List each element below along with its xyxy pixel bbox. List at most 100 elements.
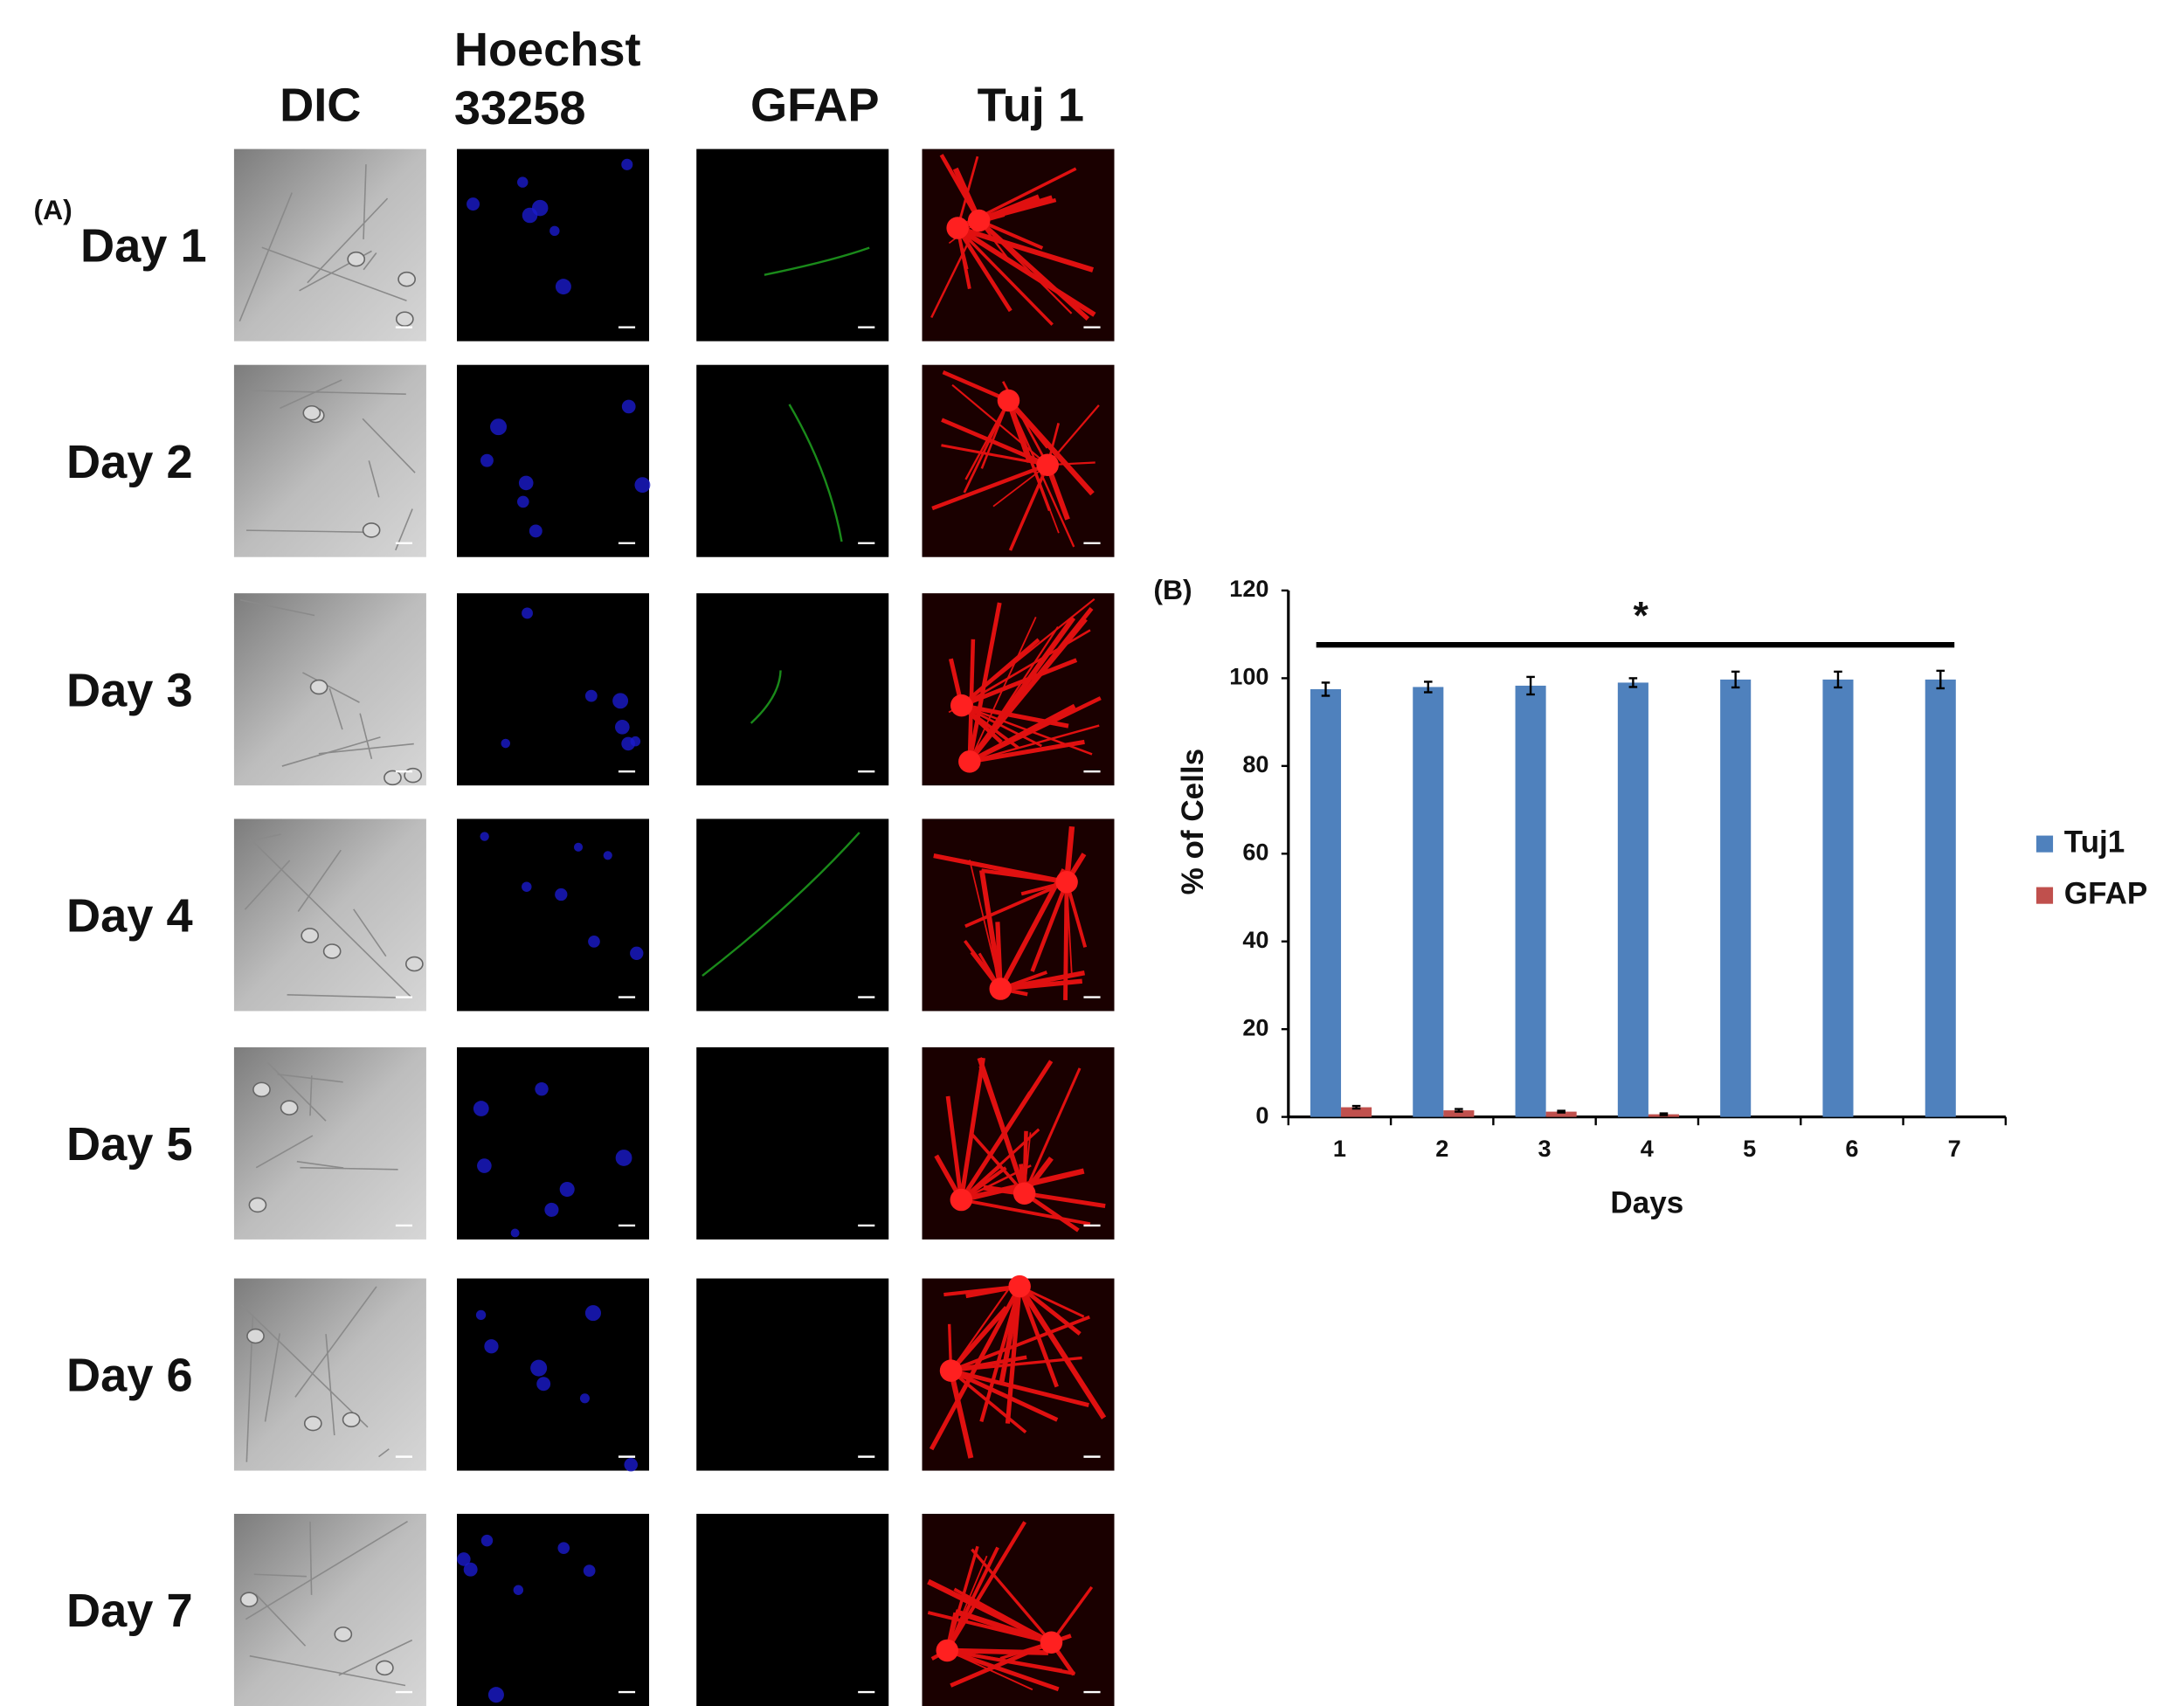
tuj-neurite (978, 218, 1044, 250)
micrograph (922, 818, 1115, 1012)
micrograph (922, 148, 1115, 342)
nucleus (584, 1305, 601, 1322)
tuj-neurite (978, 195, 1054, 224)
nucleus (549, 225, 560, 237)
neurite (328, 687, 343, 730)
neurite (362, 418, 416, 473)
image-bg (696, 593, 889, 786)
tuj-neurite (957, 225, 1094, 273)
soma (939, 1359, 963, 1382)
neurite (309, 1521, 313, 1595)
tuj-neurite (958, 1057, 985, 1200)
error-bar (1628, 677, 1638, 688)
tuj-neurite (956, 226, 1054, 326)
neurite (300, 1166, 398, 1171)
cell (239, 1592, 259, 1607)
soma (989, 977, 1013, 1000)
error-bar (1731, 670, 1740, 689)
nucleus (535, 1081, 549, 1096)
error-bar (1936, 669, 1946, 690)
nucleus (475, 1309, 487, 1321)
gfap-signal (764, 246, 870, 276)
micrograph (457, 1046, 650, 1240)
gfap-signal (702, 832, 860, 977)
neurite (245, 529, 364, 533)
micrograph (922, 1274, 1115, 1471)
tuj-neurite (961, 629, 1091, 707)
cell (301, 928, 320, 943)
tuj-neurite (956, 226, 1013, 313)
image-bg (696, 1278, 889, 1471)
tuj-neurite (961, 703, 1069, 729)
gfap-signal (750, 670, 782, 724)
neurite (318, 742, 414, 755)
neurite (294, 1286, 377, 1398)
tuj-neurite (927, 1578, 1053, 1646)
nucleus (634, 477, 651, 494)
neurite (363, 252, 377, 271)
neurite (378, 1448, 390, 1458)
error-bar (1557, 1109, 1565, 1114)
nucleus (457, 1552, 471, 1566)
neurite (249, 1654, 406, 1687)
nucleus (522, 607, 533, 619)
tuj-neurite (948, 1370, 974, 1459)
nucleus (517, 495, 529, 508)
image-bg (696, 818, 889, 1012)
legend-swatch (2035, 887, 2054, 904)
soma (950, 694, 973, 717)
micrograph (233, 1278, 426, 1471)
soma (1013, 1182, 1036, 1205)
micrograph (696, 818, 889, 1012)
column-header: 33258 (454, 82, 586, 135)
tuj-neurite (945, 1521, 1026, 1652)
tuj-neurite (1065, 881, 1088, 948)
nucleus (621, 399, 636, 414)
nucleus (517, 176, 529, 188)
tuj-neurite (931, 463, 1048, 511)
nucleus (480, 1534, 494, 1547)
tuj-neurite (968, 625, 1059, 763)
nucleus (621, 158, 633, 170)
nucleus (579, 1393, 590, 1404)
error-bar (1834, 670, 1842, 689)
row-label: Day 2 (66, 436, 193, 488)
cell (280, 1100, 299, 1115)
image-bg (457, 148, 650, 342)
nucleus (490, 418, 508, 436)
tuj-neurite (949, 1306, 1009, 1372)
nucleus (573, 842, 584, 852)
neurite (309, 1075, 313, 1116)
tuj-neurite (950, 1368, 1059, 1422)
row-label: Day 7 (66, 1585, 193, 1637)
cell (303, 1415, 322, 1432)
neurite (249, 838, 412, 998)
y-tick-label: 0 (1255, 1102, 1268, 1129)
tuj-neurite (1000, 978, 1083, 991)
tuj-neurite (956, 225, 1096, 317)
micrograph (457, 593, 650, 786)
tuj-neurite (960, 638, 1040, 708)
nucleus (612, 693, 629, 709)
cell (384, 770, 402, 786)
nucleus (615, 1150, 632, 1166)
soma (936, 1639, 959, 1662)
micrograph (457, 1278, 650, 1472)
image-bg (922, 364, 1115, 557)
bar (1341, 1107, 1372, 1117)
tuj-neurite (1047, 404, 1100, 466)
nucleus (530, 1359, 548, 1377)
nucleus (544, 1202, 559, 1218)
micrograph (696, 364, 889, 557)
column-header: GFAP (750, 79, 880, 132)
y-tick-label: 40 (1242, 926, 1268, 953)
error-bar (1526, 675, 1535, 696)
neurite (302, 672, 360, 703)
neurite (253, 1573, 307, 1578)
cell (347, 251, 366, 267)
image-bg (233, 1278, 426, 1471)
neurite (255, 1135, 314, 1169)
soma (967, 209, 991, 232)
x-tick-label: 3 (1538, 1135, 1551, 1162)
tuj-neurite (956, 155, 979, 229)
